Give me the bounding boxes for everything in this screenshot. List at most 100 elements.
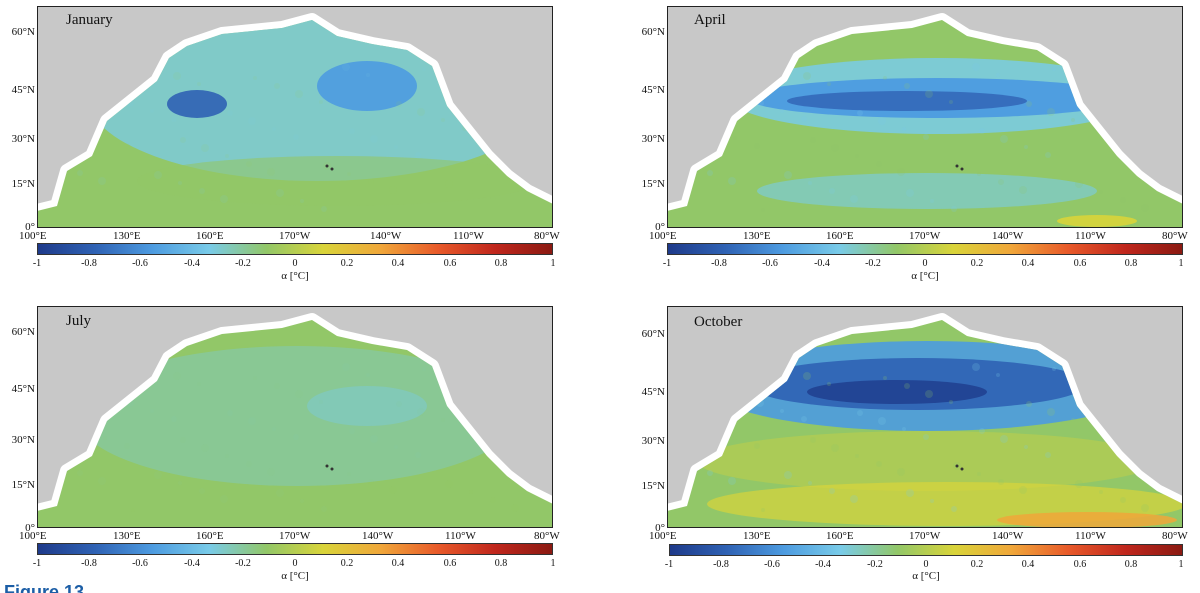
lon-label: 110°W [453, 230, 484, 242]
colorbar-tick: 0.6 [1073, 258, 1087, 269]
lat-label: 30°N [641, 435, 665, 447]
colorbar-tick: 1 [550, 558, 556, 569]
month-label: January [66, 12, 113, 28]
colorbar-tick: 0 [292, 558, 298, 569]
lon-label: 160°E [826, 530, 854, 542]
lon-label: 80°W [534, 230, 560, 242]
month-label: April [694, 12, 726, 28]
lat-label: 30°N [641, 133, 665, 145]
colorbar-tick: 0 [292, 258, 298, 269]
map-january [37, 6, 553, 228]
lon-label: 170°W [909, 530, 941, 542]
panel-october: October 60°N 45°N 30°N 15°N 0° 100°E 130… [630, 300, 1200, 583]
lat-label: 15°N [11, 178, 35, 190]
month-label: October [694, 314, 743, 330]
colorbar-tick: 0.6 [1073, 559, 1087, 570]
colorbar-tick: 0.6 [443, 558, 457, 569]
panel-july: July 60°N 45°N 30°N 15°N 0° 100°E 130°E … [0, 300, 600, 590]
colorbar-tick: -0.2 [235, 558, 251, 569]
colorbar-tick: 1 [1178, 559, 1184, 570]
colorbar-tick: -1 [32, 558, 42, 569]
colorbar-tick: -0.8 [713, 559, 729, 570]
lat-label: 45°N [11, 84, 35, 96]
lon-label: 100°E [649, 230, 677, 242]
lon-label: 140°W [992, 530, 1024, 542]
colorbar-tick: 0.4 [1021, 258, 1035, 269]
colorbar-tick: 0.8 [494, 258, 508, 269]
lat-label: 30°N [11, 434, 35, 446]
lat-label: 30°N [11, 133, 35, 145]
colorbar-tick: 0.2 [970, 559, 984, 570]
lon-label: 140°W [362, 530, 394, 542]
lon-label: 130°E [113, 230, 141, 242]
lat-label: 15°N [641, 178, 665, 190]
colorbar-tick: 0.8 [1124, 258, 1138, 269]
lon-label: 130°E [743, 530, 771, 542]
colorbar-tick: -0.4 [814, 258, 830, 269]
lat-label: 45°N [641, 386, 665, 398]
lon-label: 170°W [909, 230, 941, 242]
colorbar-tick: -0.8 [81, 258, 97, 269]
lat-label: 0° [655, 522, 665, 534]
colorbar-tick: -0.6 [762, 258, 778, 269]
lon-label: 160°E [196, 230, 224, 242]
colorbar-tick: -0.2 [235, 258, 251, 269]
colorbar-tick: -0.6 [132, 258, 148, 269]
colorbar-tick: 0.8 [494, 558, 508, 569]
colorbar-tick: -0.2 [865, 258, 881, 269]
anomaly-layer [705, 58, 1154, 227]
colorbar-tick: 0 [923, 559, 929, 570]
lon-label: 140°W [992, 230, 1024, 242]
colorbar [669, 544, 1183, 556]
lat-label: 15°N [11, 479, 35, 491]
colorbar-unit: α [°C] [281, 270, 309, 282]
lon-label: 100°E [19, 530, 47, 542]
colorbar [667, 243, 1183, 255]
lat-label: 45°N [11, 383, 35, 395]
map-october [667, 306, 1183, 528]
lat-label: 0° [25, 221, 35, 233]
panel-april: April 60°N 45°N 30°N 15°N 0° 100°E 130°E… [630, 0, 1200, 290]
lon-label: 110°W [445, 530, 476, 542]
lon-label: 80°W [1162, 230, 1188, 242]
lon-label: 130°E [743, 230, 771, 242]
anomaly-layer [697, 341, 1183, 528]
colorbar-tick: 0.4 [1021, 559, 1035, 570]
anomaly-layer [77, 346, 517, 486]
colorbar-tick: 0.8 [1124, 559, 1138, 570]
colorbar-tick: -0.4 [184, 558, 200, 569]
map-july [37, 306, 553, 528]
month-label: July [66, 313, 92, 329]
colorbar-tick: 1 [550, 258, 556, 269]
lon-label: 170°W [279, 230, 311, 242]
lat-label: 15°N [641, 480, 665, 492]
colorbar-tick: 0.4 [391, 258, 405, 269]
colorbar-tick: 0.4 [391, 558, 405, 569]
panel-january: January 60°N 45°N 30°N 15°N 0° 100°E 130… [0, 0, 600, 290]
ocean-field [37, 320, 553, 528]
colorbar-tick: -0.4 [815, 559, 831, 570]
lon-label: 80°W [534, 530, 560, 542]
colorbar-tick: 0 [922, 258, 928, 269]
lat-label: 60°N [641, 26, 665, 38]
colorbar-tick: 0.2 [340, 258, 354, 269]
lon-label: 160°E [196, 530, 224, 542]
lat-label: 0° [25, 522, 35, 534]
colorbar-tick: 0.2 [340, 558, 354, 569]
colorbar [37, 543, 553, 555]
colorbar-tick: -0.8 [81, 558, 97, 569]
colorbar [37, 243, 553, 255]
lat-label: 60°N [641, 328, 665, 340]
colorbar-tick: -0.6 [764, 559, 780, 570]
colorbar-unit: α [°C] [912, 570, 940, 582]
colorbar-tick: -1 [662, 258, 672, 269]
colorbar-tick: 0.2 [970, 258, 984, 269]
lon-label: 100°E [649, 530, 677, 542]
lon-label: 170°W [279, 530, 311, 542]
lon-label: 160°E [826, 230, 854, 242]
colorbar-tick: -0.2 [867, 559, 883, 570]
colorbar-tick: -0.8 [711, 258, 727, 269]
lat-label: 60°N [11, 26, 35, 38]
figure-caption: Figure 13 [4, 583, 85, 593]
lon-label: 100°E [19, 230, 47, 242]
